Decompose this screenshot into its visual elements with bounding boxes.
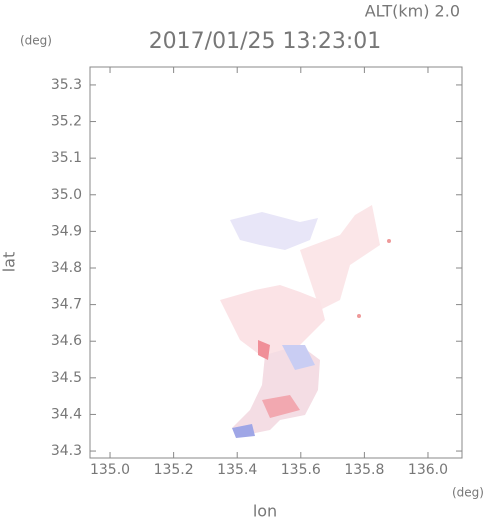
y-unit: (deg) (20, 34, 52, 48)
y-tick-label: 35.2 (51, 114, 82, 130)
field (230, 212, 318, 250)
y-tick-label: 34.3 (51, 443, 82, 459)
field (262, 395, 300, 418)
y-tick-label: 34.9 (51, 223, 82, 239)
field (258, 340, 270, 360)
x-unit: (deg) (452, 486, 484, 500)
y-tick-label: 34.7 (51, 297, 82, 313)
field (300, 205, 380, 310)
y-tick-label: 34.6 (51, 333, 82, 349)
annotation: ALT(km) 2.0 (365, 2, 460, 21)
x-axis-label: lon (253, 502, 277, 521)
x-tick-label: 135.2 (154, 462, 194, 478)
x-tick-label: 135.4 (217, 462, 257, 478)
y-tick-label: 35.3 (51, 77, 82, 93)
x-tick-label: 136.0 (408, 462, 448, 478)
y-tick-label: 34.8 (51, 260, 82, 276)
y-tick-label: 34.5 (51, 370, 82, 386)
x-tick-label: 135.0 (90, 462, 130, 478)
plot-frame (89, 66, 463, 459)
field (232, 424, 255, 438)
y-tick-label: 35.0 (51, 187, 82, 203)
field (387, 239, 391, 243)
y-tick-label: 35.1 (51, 150, 82, 166)
x-tick-label: 135.6 (281, 462, 321, 478)
x-tick-label: 135.8 (344, 462, 384, 478)
field (357, 314, 361, 318)
echo-field (220, 205, 391, 438)
y-axis-label: lat (0, 252, 19, 273)
chart-title: 2017/01/25 13:23:01 (149, 29, 382, 54)
field (282, 345, 315, 370)
y-tick-label: 34.4 (51, 406, 82, 422)
field (220, 285, 325, 360)
